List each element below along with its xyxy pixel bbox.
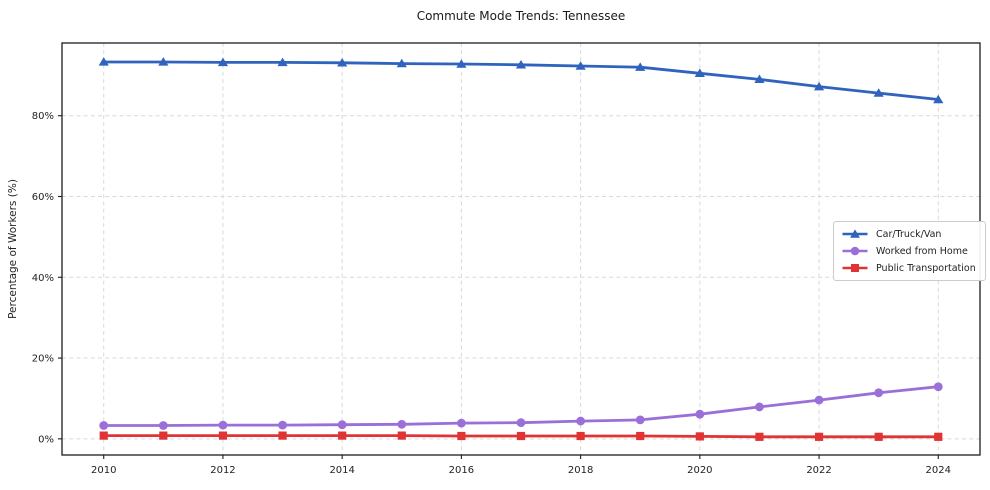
square-marker-icon bbox=[934, 432, 943, 441]
legend-label: Public Transportation bbox=[876, 262, 976, 274]
circle-marker-icon bbox=[850, 246, 860, 256]
y-tick-label: 80% bbox=[32, 111, 54, 122]
square-marker-icon bbox=[576, 431, 585, 441]
triangle-marker-icon bbox=[158, 57, 169, 66]
gridlines bbox=[62, 43, 980, 455]
square-marker-icon bbox=[695, 432, 704, 441]
triangle-marker-icon bbox=[754, 74, 765, 84]
triangle-marker-icon bbox=[575, 61, 586, 70]
square-marker-icon bbox=[851, 264, 859, 272]
x-tick-label: 2018 bbox=[568, 465, 593, 476]
square-marker-icon bbox=[99, 431, 108, 440]
triangle-marker-icon bbox=[515, 60, 527, 69]
triangle-marker-icon bbox=[217, 57, 229, 67]
circle-marker-icon bbox=[456, 418, 466, 428]
triangle-marker-icon bbox=[456, 59, 467, 68]
triangle-marker-icon bbox=[873, 88, 884, 97]
legend-glyph bbox=[842, 229, 868, 238]
series-worked-from-home bbox=[99, 382, 943, 430]
triangle-marker-icon bbox=[396, 58, 407, 68]
circle-marker-icon bbox=[516, 418, 526, 428]
y-tick-labels: 0% 20% 40% 60% 80% bbox=[32, 111, 54, 445]
x-tick-label: 2024 bbox=[926, 465, 951, 476]
circle-marker-icon bbox=[933, 382, 943, 392]
chart-title: Commute Mode Trends: Tennessee bbox=[416, 9, 626, 23]
circle-marker-icon bbox=[814, 395, 824, 405]
square-marker-icon bbox=[636, 431, 645, 441]
circle-marker-icon bbox=[337, 420, 347, 430]
legend-item-worked-from-home: Worked from Home bbox=[842, 244, 976, 258]
series-public-transportation bbox=[99, 431, 943, 441]
x-tick-label: 2020 bbox=[687, 465, 712, 476]
legend-label: Car/Truck/Van bbox=[876, 228, 942, 240]
y-axis-label: Percentage of Workers (%) bbox=[7, 179, 19, 319]
square-marker-icon bbox=[814, 432, 824, 441]
x-tick-label: 2010 bbox=[91, 465, 116, 476]
x-tick-label: 2022 bbox=[806, 465, 831, 476]
legend-glyph bbox=[842, 264, 868, 272]
y-tick-label: 60% bbox=[32, 192, 54, 203]
triangle-marker-icon bbox=[277, 57, 288, 67]
triangle-marker-icon bbox=[933, 94, 944, 104]
square-marker-icon bbox=[338, 431, 347, 440]
circle-marker-icon bbox=[874, 388, 884, 398]
square-marker-icon bbox=[874, 432, 883, 441]
square-marker-icon bbox=[397, 431, 406, 440]
circle-marker-icon bbox=[755, 402, 764, 412]
triangle-marker-icon bbox=[813, 81, 825, 91]
x-tick-labels: 2010 2012 2014 2016 2018 2020 2022 2024 bbox=[91, 465, 951, 476]
x-tick-label: 2014 bbox=[329, 465, 354, 476]
circle-marker-icon bbox=[158, 421, 168, 430]
triangle-marker-icon bbox=[694, 68, 705, 77]
legend: Car/Truck/Van Worked from Home Public Tr… bbox=[833, 221, 986, 281]
circle-marker-icon bbox=[695, 409, 705, 419]
x-tick-label: 2016 bbox=[449, 465, 474, 476]
circle-marker-icon bbox=[576, 416, 586, 426]
circle-marker-icon bbox=[635, 415, 645, 425]
square-marker-icon bbox=[159, 431, 168, 440]
circle-marker-icon bbox=[278, 420, 287, 430]
square-marker-icon bbox=[755, 432, 764, 441]
legend-item-car-truck-van: Car/Truck/Van bbox=[842, 227, 976, 241]
triangle-marker-icon bbox=[635, 62, 646, 71]
x-tick-label: 2012 bbox=[210, 465, 235, 476]
series-car-truck-van bbox=[98, 57, 944, 104]
triangle-marker-icon bbox=[98, 57, 109, 66]
legend-item-public-transportation: Public Transportation bbox=[842, 261, 976, 275]
circle-marker-icon bbox=[218, 420, 228, 430]
circle-marker-icon bbox=[397, 419, 407, 429]
y-tick-label: 20% bbox=[32, 354, 54, 365]
axis-ticks bbox=[58, 115, 939, 459]
square-marker-icon bbox=[218, 431, 228, 440]
square-marker-icon bbox=[516, 431, 526, 441]
legend-glyph bbox=[842, 246, 868, 256]
circle-marker-icon bbox=[99, 421, 109, 430]
y-tick-label: 0% bbox=[38, 434, 54, 445]
legend-label: Worked from Home bbox=[876, 245, 968, 257]
square-marker-icon bbox=[457, 431, 466, 441]
square-marker-icon bbox=[278, 431, 287, 440]
y-tick-label: 40% bbox=[32, 273, 54, 284]
triangle-marker-icon bbox=[850, 229, 860, 238]
triangle-marker-icon bbox=[337, 57, 348, 67]
